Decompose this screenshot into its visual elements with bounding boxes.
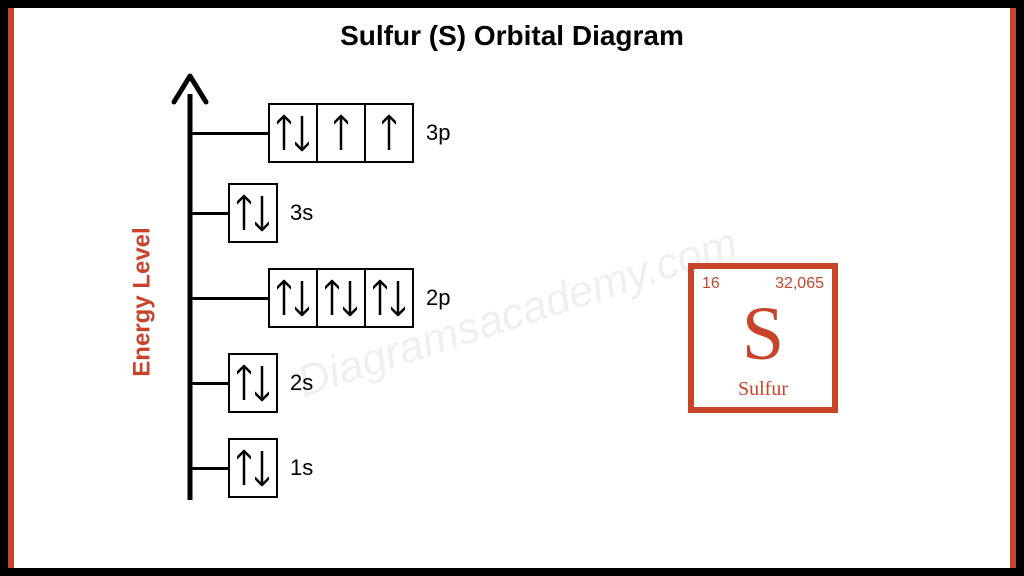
spin-up-icon: [237, 362, 251, 404]
orbital-row-2s: 2s: [190, 353, 313, 413]
orbital-boxes: [268, 268, 414, 328]
spin-up-icon: [277, 277, 291, 319]
orbital-box: [364, 103, 414, 163]
tick: [190, 297, 268, 300]
spin-down-icon: [255, 447, 269, 489]
energy-level-label: Energy Level: [129, 227, 157, 376]
spin-pair: [237, 355, 269, 411]
spin-up-icon: [277, 112, 291, 154]
spin-pair: [277, 270, 309, 326]
orbital-box: [228, 353, 278, 413]
tick: [190, 382, 228, 385]
canvas: Diagramsacademy.com Sulfur (S) Orbital D…: [8, 8, 1016, 568]
orbital-row-3s: 3s: [190, 183, 313, 243]
orbital-box: [228, 438, 278, 498]
spin-pair: [237, 185, 269, 241]
orbital-label: 2s: [290, 370, 313, 396]
spin-up-icon: [334, 112, 348, 154]
orbital-label: 2p: [426, 285, 450, 311]
spin-down-icon: [255, 362, 269, 404]
orbital-box: [268, 268, 318, 328]
right-accent: [1010, 8, 1016, 568]
spin-up-icon: [373, 277, 387, 319]
spin-pair: [237, 440, 269, 496]
orbital-box: [268, 103, 318, 163]
orbital-row-1s: 1s: [190, 438, 313, 498]
orbital-label: 3p: [426, 120, 450, 146]
spin-down-icon: [295, 112, 309, 154]
orbital-box: [316, 268, 366, 328]
orbital-boxes: [228, 183, 278, 243]
element-tile: 16 32,065 S Sulfur: [688, 263, 838, 413]
spin-up-icon: [237, 192, 251, 234]
page-title: Sulfur (S) Orbital Diagram: [8, 20, 1016, 52]
spin-down-icon: [295, 277, 309, 319]
spin-up-icon: [237, 447, 251, 489]
orbital-boxes: [268, 103, 414, 163]
spin-pair: [334, 105, 348, 161]
spin-down-icon: [343, 277, 357, 319]
orbital-boxes: [228, 438, 278, 498]
orbital-label: 1s: [290, 455, 313, 481]
orbital-box: [228, 183, 278, 243]
orbital-box: [316, 103, 366, 163]
spin-down-icon: [255, 192, 269, 234]
element-symbol: S: [694, 291, 832, 378]
orbital-row-3p: 3p: [190, 103, 450, 163]
spin-pair: [382, 105, 396, 161]
element-name: Sulfur: [694, 378, 832, 401]
orbital-row-2p: 2p: [190, 268, 450, 328]
orbital-boxes: [228, 353, 278, 413]
tick: [190, 467, 228, 470]
spin-up-icon: [325, 277, 339, 319]
tick: [190, 212, 228, 215]
tick: [190, 132, 268, 135]
orbital-box: [364, 268, 414, 328]
left-accent: [8, 8, 14, 568]
orbital-label: 3s: [290, 200, 313, 226]
spin-pair: [325, 270, 357, 326]
spin-down-icon: [391, 277, 405, 319]
spin-pair: [277, 105, 309, 161]
spin-up-icon: [382, 112, 396, 154]
spin-pair: [373, 270, 405, 326]
